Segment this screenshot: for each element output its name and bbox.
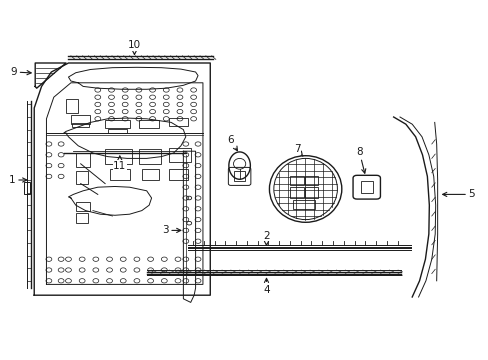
Text: 10: 10 [128, 40, 141, 55]
Bar [293, 200, 315, 209]
Bar [360, 181, 372, 193]
Bar [139, 120, 159, 128]
Text: 9: 9 [10, 67, 31, 77]
Bar [76, 202, 90, 211]
Text: 2: 2 [263, 231, 269, 246]
Bar [76, 213, 88, 223]
Bar [71, 115, 90, 124]
Bar [304, 176, 318, 185]
Text: 8: 8 [355, 147, 365, 173]
Bar [168, 169, 188, 180]
Text: 11: 11 [113, 156, 126, 171]
Bar [105, 149, 132, 164]
Bar [289, 176, 303, 185]
Bar [72, 123, 88, 127]
Bar [304, 187, 318, 198]
Bar [107, 129, 127, 133]
Bar [233, 171, 245, 181]
Text: 4: 4 [263, 278, 269, 295]
Bar [139, 149, 161, 164]
Bar [110, 169, 129, 180]
Bar [105, 120, 129, 128]
Text: 5: 5 [442, 189, 474, 199]
Bar [289, 187, 303, 198]
Bar [66, 99, 78, 113]
Text: 3: 3 [162, 225, 181, 235]
Text: 6: 6 [227, 135, 237, 151]
Bar [76, 171, 88, 184]
Bar [168, 118, 188, 126]
Bar [142, 169, 159, 180]
Bar [76, 153, 90, 167]
Bar [168, 148, 190, 162]
Text: 1: 1 [9, 175, 27, 185]
Bar [24, 182, 30, 194]
Text: 7: 7 [293, 144, 302, 156]
